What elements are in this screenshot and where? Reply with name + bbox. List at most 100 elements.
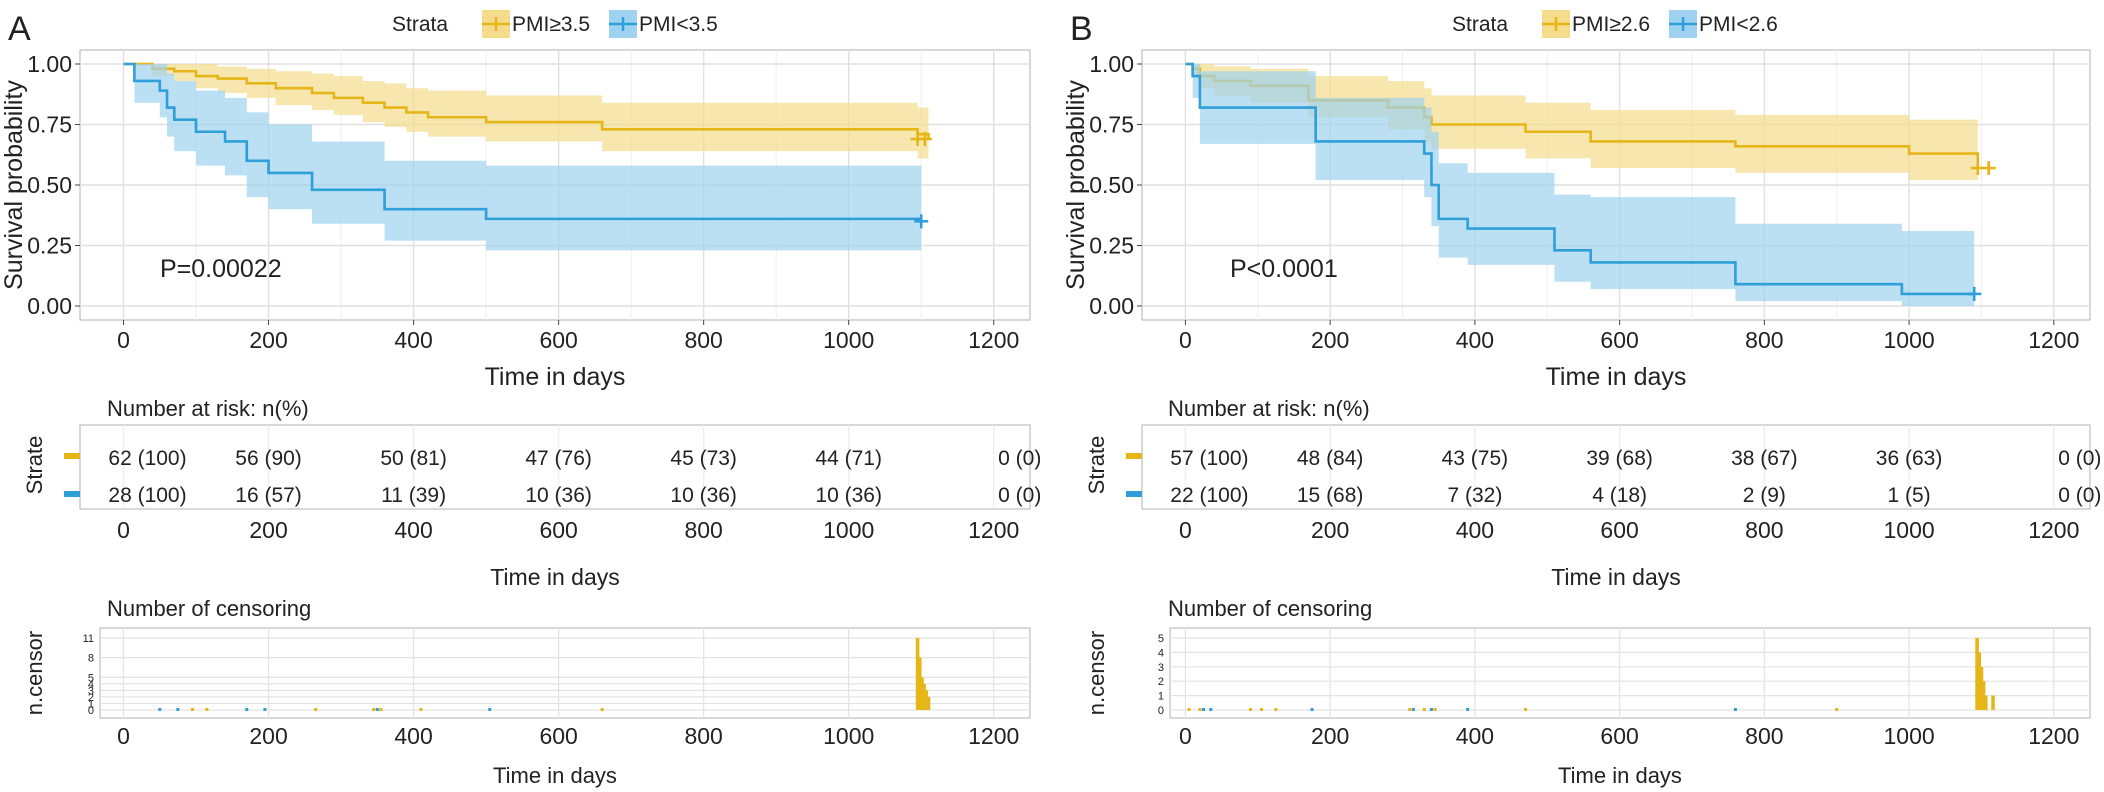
censor-title: Number of censoring	[107, 596, 311, 621]
risk-x-tick-label: 200	[1311, 517, 1349, 543]
risk-cell: 28 (100)	[108, 484, 186, 507]
legend-key-1	[482, 10, 510, 38]
risk-x-tick-label: 600	[1600, 517, 1638, 543]
censor-dot	[314, 708, 318, 711]
risk-cell: 36 (63)	[1876, 447, 1943, 470]
censor-y-tick: 5	[88, 672, 94, 684]
x-tick-label: 800	[1745, 327, 1783, 353]
censor-bar	[1981, 681, 1986, 710]
risk-cell: 7 (32)	[1447, 484, 1502, 507]
y-tick-label: 0.00	[27, 293, 72, 319]
x-tick-label: 0	[117, 327, 130, 353]
risk-strata-key-2	[64, 491, 80, 497]
risk-cell: 0 (0)	[2058, 447, 2101, 470]
x-tick-label: 0	[1179, 327, 1192, 353]
censor-dot	[1466, 708, 1470, 711]
risk-x-tick-label: 400	[394, 517, 432, 543]
censor-bar	[1975, 638, 1979, 710]
x-tick-label: 200	[249, 327, 287, 353]
x-axis-label: Time in days	[485, 363, 626, 391]
x-tick-label: 1000	[823, 327, 874, 353]
censor-x-tick-label: 600	[1600, 723, 1638, 749]
censor-title: Number of censoring	[1168, 596, 1372, 621]
risk-cell: 11 (39)	[381, 484, 446, 507]
y-tick-label: 1.00	[27, 51, 72, 77]
risk-x-label: Time in days	[490, 564, 620, 590]
risk-x-tick-label: 200	[249, 517, 287, 543]
risk-cell: 43 (75)	[1442, 447, 1509, 470]
x-tick-label: 1200	[968, 327, 1019, 353]
risk-x-tick-label: 1200	[968, 517, 1019, 543]
legend-entry-2: PMI<2.6	[1699, 13, 1778, 36]
risk-x-tick-label: 1000	[823, 517, 874, 543]
censor-dot	[1274, 708, 1278, 711]
risk-x-tick-label: 0	[1179, 517, 1192, 543]
series-2	[123, 62, 929, 253]
censor-y-tick: 3	[88, 685, 94, 697]
censor-x-tick-label: 1200	[2028, 723, 2079, 749]
censor-dot	[176, 708, 180, 711]
censor-x-label: Time in days	[493, 763, 617, 788]
censor-y-tick: 0	[1158, 705, 1164, 717]
panel-label: A	[8, 10, 31, 48]
legend-key-1	[1542, 10, 1570, 38]
censor-x-label: Time in days	[1558, 763, 1682, 788]
censor-dot	[419, 708, 423, 711]
risk-x-tick-label: 800	[1745, 517, 1783, 543]
risk-cell: 56 (90)	[235, 447, 302, 470]
risk-y-label: Strate	[22, 436, 47, 495]
censor-y-label: n.censor	[1084, 631, 1109, 715]
risk-cell: 57 (100)	[1170, 447, 1248, 470]
censor-dot	[1408, 708, 1412, 711]
censor-y-tick: 0	[88, 705, 94, 717]
risk-cell: 44 (71)	[815, 447, 882, 470]
survival-curve	[1185, 62, 1975, 296]
censor-dot	[158, 708, 162, 711]
censor-dot	[379, 708, 383, 711]
risk-cell: 62 (100)	[108, 447, 186, 470]
censor-x-tick-label: 1000	[823, 723, 874, 749]
censor-dot	[1733, 708, 1737, 711]
risk-cell: 2 (9)	[1743, 484, 1786, 507]
x-tick-label: 600	[539, 327, 577, 353]
censor-dot	[1835, 708, 1839, 711]
censor-dot	[488, 708, 492, 711]
censor-y-tick: 11	[83, 633, 94, 645]
panel-label: B	[1070, 10, 1093, 48]
y-tick-label: 0.75	[1089, 112, 1134, 138]
censor-y-tick: 1	[1158, 691, 1164, 703]
risk-cell: 4 (18)	[1592, 484, 1647, 507]
censor-dot	[205, 708, 209, 711]
x-tick-label: 800	[684, 327, 722, 353]
risk-x-tick-label: 1200	[2028, 517, 2079, 543]
censor-dot	[1209, 708, 1213, 711]
risk-x-tick-label: 400	[1456, 517, 1494, 543]
y-tick-label: 0.25	[27, 233, 72, 259]
legend-key-2	[1669, 10, 1697, 38]
censor-dot	[1433, 708, 1437, 711]
censor-plot	[1169, 627, 2091, 719]
risk-cell: 1 (5)	[1887, 484, 1930, 507]
censor-plot	[99, 627, 1031, 719]
censor-x-tick-label: 0	[117, 723, 130, 749]
censor-y-tick: 5	[1158, 633, 1164, 645]
risk-table-title: Number at risk: n(%)	[1168, 396, 1370, 421]
censor-y-tick: 2	[88, 692, 94, 704]
risk-cell: 10 (36)	[815, 484, 882, 507]
censor-x-tick-label: 800	[684, 723, 722, 749]
panel-a: A Strata PMI≥3.5 PMI<3.50 200 400 600 800 1000 12…	[0, 10, 1041, 788]
legend-key-2	[609, 10, 637, 38]
risk-cell: 22 (100)	[1170, 484, 1248, 507]
censor-bar	[915, 638, 920, 710]
x-tick-label: 400	[394, 327, 432, 353]
censor-bar	[922, 683, 926, 710]
y-tick-label: 0.50	[27, 172, 72, 198]
censor-dot	[1310, 708, 1314, 711]
censor-dot	[1524, 708, 1528, 711]
censor-x-tick-label: 600	[539, 723, 577, 749]
legend-title: Strata	[392, 13, 448, 36]
risk-cell: 47 (76)	[525, 447, 592, 470]
survival-curve	[123, 62, 923, 222]
confidence-band	[123, 64, 922, 253]
